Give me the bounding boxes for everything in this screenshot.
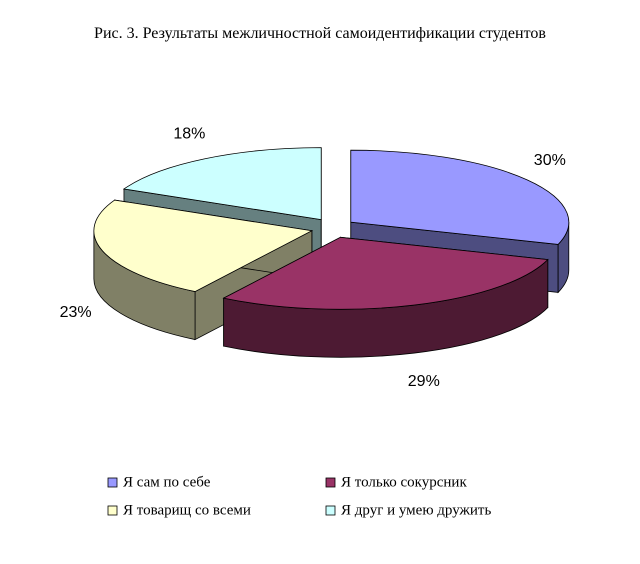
legend-swatch [325,505,336,516]
legend-label: Я сам по себе [123,474,211,490]
slice [222,236,549,310]
slice [93,199,314,292]
slice [350,149,570,245]
slice [122,147,322,221]
data-label: 29% [408,373,440,390]
chart-title: Рис. 3. Результаты межличностной самоиде… [94,25,546,42]
legend-swatch [325,477,336,488]
data-label: 18% [173,125,205,142]
legend-label: Я товарищ со всеми [123,502,251,518]
legend-swatch [107,505,118,516]
data-label: 30% [534,152,566,169]
data-label: 23% [60,304,92,321]
legend-swatch [107,477,118,488]
legend-label: Я друг и умею дружить [341,502,491,518]
legend-label: Я только сокурсник [341,474,467,490]
